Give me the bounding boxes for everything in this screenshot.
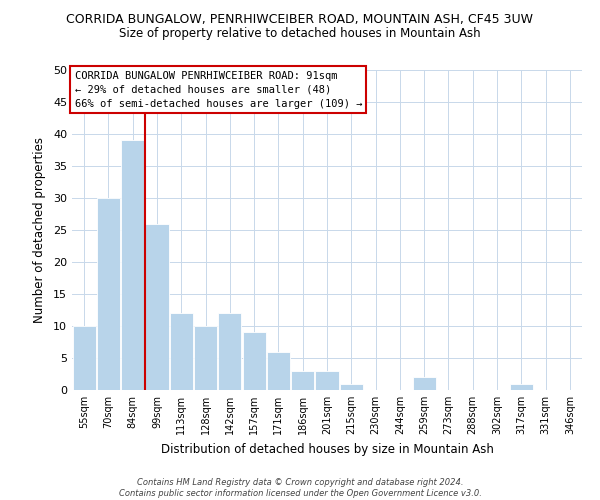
Bar xyxy=(97,198,120,390)
Bar xyxy=(291,371,314,390)
Bar xyxy=(316,371,338,390)
Bar xyxy=(267,352,290,390)
Bar xyxy=(73,326,95,390)
Bar xyxy=(170,313,193,390)
Bar xyxy=(413,377,436,390)
Text: CORRIDA BUNGALOW PENRHIWCEIBER ROAD: 91sqm
← 29% of detached houses are smaller : CORRIDA BUNGALOW PENRHIWCEIBER ROAD: 91s… xyxy=(74,70,362,108)
X-axis label: Distribution of detached houses by size in Mountain Ash: Distribution of detached houses by size … xyxy=(161,442,493,456)
Bar xyxy=(510,384,533,390)
Y-axis label: Number of detached properties: Number of detached properties xyxy=(33,137,46,323)
Text: Contains HM Land Registry data © Crown copyright and database right 2024.
Contai: Contains HM Land Registry data © Crown c… xyxy=(119,478,481,498)
Bar xyxy=(218,313,241,390)
Text: CORRIDA BUNGALOW, PENRHIWCEIBER ROAD, MOUNTAIN ASH, CF45 3UW: CORRIDA BUNGALOW, PENRHIWCEIBER ROAD, MO… xyxy=(67,12,533,26)
Text: Size of property relative to detached houses in Mountain Ash: Size of property relative to detached ho… xyxy=(119,28,481,40)
Bar xyxy=(145,224,169,390)
Bar xyxy=(194,326,217,390)
Bar xyxy=(242,332,266,390)
Bar xyxy=(340,384,363,390)
Bar xyxy=(121,140,144,390)
